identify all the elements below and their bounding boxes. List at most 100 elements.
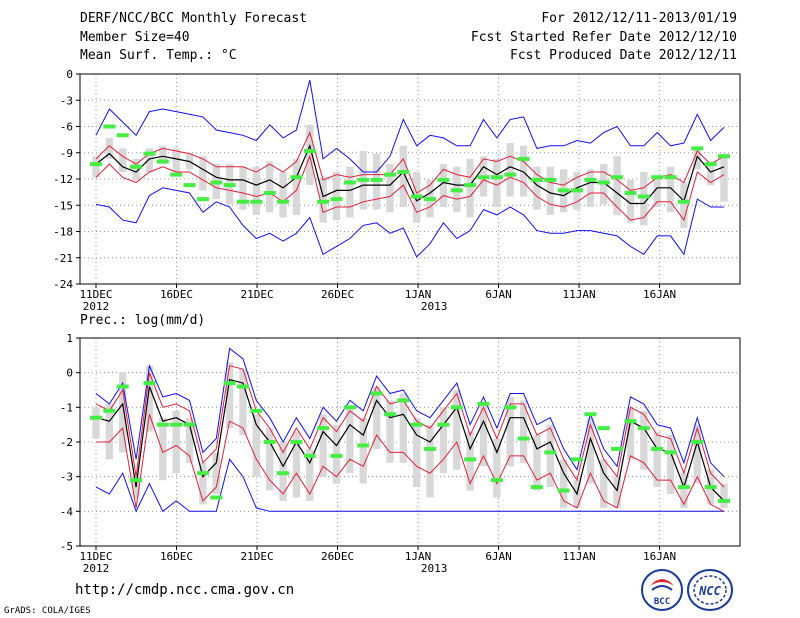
ensemble-max-line xyxy=(95,347,725,478)
observed-marker xyxy=(637,194,650,199)
observed-marker xyxy=(263,191,276,195)
spread-box xyxy=(306,448,314,501)
x-tick-label: 16DEC xyxy=(160,288,193,301)
spread-box xyxy=(666,166,675,213)
x-tick-year-label: 2013 xyxy=(421,562,448,575)
observed-marker xyxy=(517,156,530,161)
observed-marker xyxy=(624,191,637,195)
spread-box xyxy=(493,438,501,498)
spread-box xyxy=(533,166,541,210)
spread-box xyxy=(653,177,661,207)
observed-marker xyxy=(530,485,543,490)
x-tick-label: 11JAN xyxy=(563,288,596,301)
observed-marker xyxy=(90,162,102,167)
observed-marker xyxy=(651,446,664,451)
spread-box xyxy=(613,156,621,215)
x-tick-label: 11DEC xyxy=(79,550,112,563)
ensemble-min-line xyxy=(95,458,724,513)
observed-marker xyxy=(651,175,664,180)
observed-marker xyxy=(424,197,437,202)
x-tick-label: 21DEC xyxy=(240,288,273,301)
observed-marker xyxy=(317,426,330,431)
grads-credit: GrADS: COLA/IGES xyxy=(4,606,91,616)
spread-box xyxy=(119,148,127,172)
spread-box xyxy=(640,172,648,226)
observed-marker xyxy=(437,422,450,427)
observed-marker xyxy=(196,471,209,476)
fcst-started-label: Fcst Started Refer Date 2012/12/10 xyxy=(470,30,737,45)
observed-marker xyxy=(290,175,303,180)
observed-marker xyxy=(557,488,570,493)
spread-box xyxy=(199,462,207,505)
spread-box xyxy=(720,153,728,202)
spread-box xyxy=(600,459,608,508)
member-size-label: Member Size=40 xyxy=(80,30,190,45)
spread-box xyxy=(399,145,407,207)
spread-box xyxy=(453,390,461,470)
observed-marker xyxy=(357,443,370,448)
observed-marker xyxy=(691,440,704,444)
observed-marker xyxy=(156,159,169,164)
observed-marker xyxy=(330,453,343,458)
observed-marker xyxy=(530,177,543,182)
spread-box xyxy=(105,137,114,159)
observed-marker xyxy=(343,180,356,185)
spread-box xyxy=(586,417,595,484)
observed-marker xyxy=(183,183,196,188)
spread-box xyxy=(105,403,114,460)
spread-box xyxy=(145,148,154,172)
observed-marker xyxy=(597,426,610,431)
observed-marker xyxy=(490,175,503,180)
observed-marker xyxy=(664,450,677,455)
observed-marker xyxy=(477,175,490,180)
observed-marker xyxy=(544,177,557,182)
spread-box xyxy=(159,417,167,481)
spread-box xyxy=(693,148,701,170)
observed-marker xyxy=(130,164,143,169)
observed-marker xyxy=(544,450,557,455)
spread-box xyxy=(239,369,247,436)
observed-marker xyxy=(183,422,196,427)
observed-marker xyxy=(611,175,624,180)
observed-marker xyxy=(397,398,410,403)
x-tick-label: 6JAN xyxy=(485,550,512,563)
spread-box xyxy=(479,403,488,467)
x-tick-label: 11DEC xyxy=(79,288,112,301)
variable-label: Mean Surf. Temp.: °C xyxy=(80,48,237,63)
ensemble-mean-line xyxy=(95,378,725,502)
spread-box xyxy=(332,172,341,221)
observed-marker xyxy=(584,412,597,417)
spread-box xyxy=(426,424,434,498)
spread-box xyxy=(372,386,381,449)
spread-box xyxy=(359,417,367,484)
spread-box xyxy=(493,158,501,207)
observed-marker xyxy=(464,183,477,188)
observed-marker xyxy=(236,199,249,204)
observed-marker xyxy=(370,391,383,396)
y-tick-label: -4 xyxy=(60,505,74,518)
observed-marker xyxy=(236,384,249,389)
observed-marker xyxy=(343,405,356,410)
spread-box xyxy=(266,161,274,213)
spread-box xyxy=(680,182,688,228)
observed-marker xyxy=(517,436,530,441)
source-url[interactable]: http://cmdp.ncc.cma.gov.cn xyxy=(75,582,295,598)
observed-marker xyxy=(330,197,343,202)
spread-box xyxy=(252,166,261,215)
y-tick-label: -3 xyxy=(60,471,73,484)
spread-box xyxy=(346,166,354,218)
y-tick-label: -3 xyxy=(60,94,73,107)
x-tick-year-label: 2012 xyxy=(83,300,110,313)
observed-marker xyxy=(143,381,156,386)
observed-marker xyxy=(424,446,437,451)
observed-marker xyxy=(116,133,129,138)
y-tick-label: 0 xyxy=(66,367,73,380)
spread-box xyxy=(306,124,314,186)
spread-box xyxy=(185,417,194,463)
spread-box xyxy=(132,158,140,180)
x-tick-label: 21DEC xyxy=(240,550,273,563)
spread-box xyxy=(626,179,635,223)
spread-box xyxy=(546,166,554,215)
observed-marker xyxy=(196,197,209,202)
observed-marker xyxy=(263,440,276,444)
